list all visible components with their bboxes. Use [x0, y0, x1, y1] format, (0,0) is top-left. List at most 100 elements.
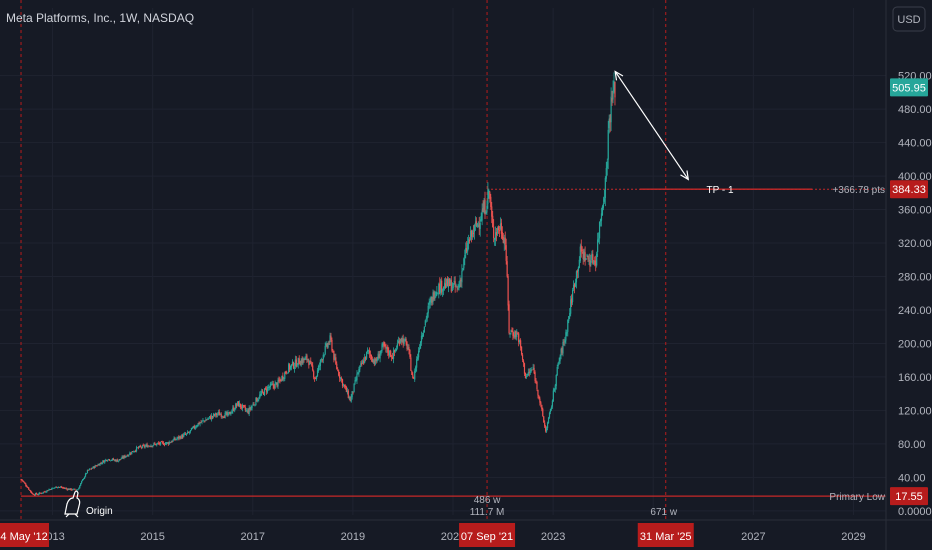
- volume-label-a: 111.7 M: [470, 507, 505, 518]
- candle-body: [453, 280, 455, 283]
- candle-body: [177, 436, 179, 439]
- candle-body: [64, 488, 66, 489]
- candle-body: [135, 447, 138, 452]
- candle-body: [516, 333, 518, 338]
- candle-body: [188, 432, 191, 433]
- candle-body: [435, 292, 437, 297]
- candle-body: [589, 260, 591, 267]
- candle-body: [491, 206, 493, 217]
- candle-body: [473, 224, 476, 233]
- candle-body: [547, 417, 550, 424]
- primary-low-label: Primary Low: [829, 492, 885, 503]
- candle-body: [57, 486, 60, 488]
- candle-body: [148, 445, 150, 447]
- date-marker-label: 31 Mar '25: [640, 531, 692, 543]
- candle-body: [257, 399, 259, 401]
- candle-body: [448, 279, 450, 287]
- candle-body: [373, 360, 375, 364]
- candle-body: [162, 442, 165, 445]
- candle-body: [197, 422, 199, 427]
- candle-body: [458, 285, 460, 288]
- candle-body: [190, 427, 193, 431]
- candle-body: [194, 427, 196, 429]
- candle-body: [44, 491, 46, 493]
- candle-body: [204, 420, 206, 422]
- candle-body: [335, 357, 337, 364]
- candle-body: [502, 236, 504, 243]
- candle-body: [272, 383, 274, 386]
- candle-body: [558, 361, 560, 363]
- candle-body: [375, 358, 377, 362]
- candle-body: [327, 343, 329, 348]
- candle-body: [111, 458, 114, 460]
- candle-body: [83, 476, 86, 479]
- candle-body: [49, 489, 51, 490]
- candle-body: [130, 453, 132, 455]
- candle-body: [480, 219, 482, 222]
- candle-body: [443, 282, 446, 289]
- candle-body: [212, 413, 215, 417]
- candle-body: [75, 489, 77, 491]
- candle-body: [343, 384, 346, 387]
- x-tick-label: 2015: [140, 531, 164, 543]
- candle-body: [483, 201, 485, 213]
- candle-body: [242, 404, 244, 406]
- candle-body: [583, 250, 585, 260]
- candle-body: [490, 196, 492, 208]
- candle-body: [290, 364, 293, 367]
- x-tick-label: 2029: [841, 531, 865, 543]
- candle-body: [248, 407, 250, 414]
- candle-body: [254, 404, 256, 406]
- candle-body: [253, 404, 255, 406]
- candle-body: [476, 223, 478, 227]
- candle-body: [22, 480, 24, 482]
- candle-body: [80, 483, 82, 486]
- candle-body: [561, 348, 563, 353]
- candle-body: [520, 346, 523, 355]
- candle-body: [79, 485, 81, 489]
- candle-body: [591, 253, 593, 261]
- currency-button[interactable]: [892, 6, 926, 32]
- candle-body: [597, 238, 600, 240]
- candle-body: [340, 377, 342, 380]
- candle-body: [360, 363, 362, 365]
- candle-body: [572, 284, 575, 290]
- candle-body: [440, 280, 442, 293]
- candle-body: [173, 437, 175, 441]
- low-price-label: 17.55: [895, 491, 923, 503]
- candle-body: [207, 418, 209, 420]
- candle-body: [270, 384, 272, 386]
- candle-body: [233, 407, 235, 411]
- candle-body: [151, 445, 153, 447]
- candle-body: [593, 261, 595, 265]
- target-price-label: 384.33: [892, 184, 926, 196]
- candle-body: [227, 412, 229, 416]
- candle-body: [133, 451, 135, 453]
- candle-body: [439, 283, 441, 293]
- candle-body: [445, 279, 448, 287]
- candle-body: [300, 360, 302, 366]
- candle-body: [374, 359, 376, 365]
- candle-body: [82, 479, 84, 481]
- candle-body: [269, 383, 271, 388]
- candle-body: [574, 282, 577, 287]
- candle-body: [34, 493, 37, 496]
- candle-body: [174, 438, 176, 440]
- candle-body: [123, 455, 125, 459]
- candle-body: [600, 213, 603, 221]
- candle-body: [596, 253, 598, 266]
- candle-body: [146, 444, 148, 448]
- candle-body: [334, 357, 336, 360]
- candle-body: [322, 354, 324, 360]
- candle-body: [320, 359, 322, 361]
- candle-body: [152, 445, 154, 447]
- candle-body: [138, 445, 141, 448]
- candle-body: [282, 375, 284, 380]
- candle-body: [84, 473, 87, 477]
- candle-body: [229, 411, 231, 415]
- candle-body: [164, 443, 167, 445]
- candle-body: [530, 369, 532, 372]
- candle-body: [382, 343, 384, 346]
